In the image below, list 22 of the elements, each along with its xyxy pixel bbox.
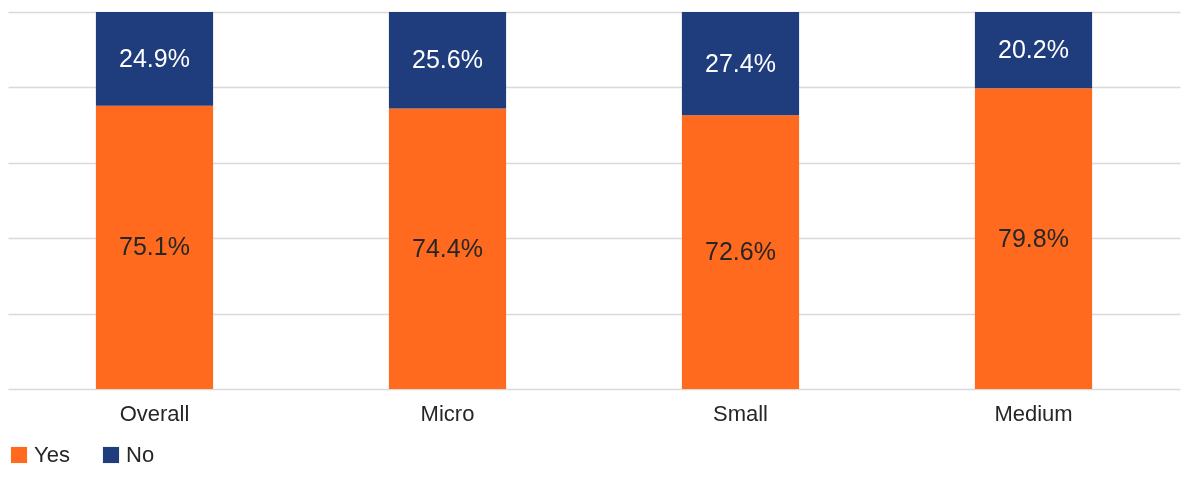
data-label: 27.4% [705, 48, 776, 77]
data-label: 25.6% [412, 45, 483, 74]
bar [95, 12, 214, 106]
bar [95, 105, 214, 389]
data-label: 75.1% [119, 232, 190, 261]
x-tick-label: Micro [420, 400, 475, 426]
data-label: 24.9% [119, 43, 190, 72]
legend-label: No [126, 442, 155, 467]
data-label: 72.6% [705, 237, 776, 266]
bar [681, 12, 800, 116]
data-label: 20.2% [998, 35, 1069, 64]
bar [974, 12, 1093, 89]
data-label: 74.4% [412, 233, 483, 262]
data-label: 79.8% [998, 223, 1069, 252]
bar [388, 12, 507, 109]
bar [974, 88, 1093, 389]
x-tick-label: Overall [119, 400, 190, 426]
bar [388, 108, 507, 389]
legend-label: Yes [34, 442, 70, 467]
bar [681, 115, 800, 389]
x-tick-label: Medium [994, 400, 1073, 426]
x-tick-label: Small [712, 400, 769, 426]
